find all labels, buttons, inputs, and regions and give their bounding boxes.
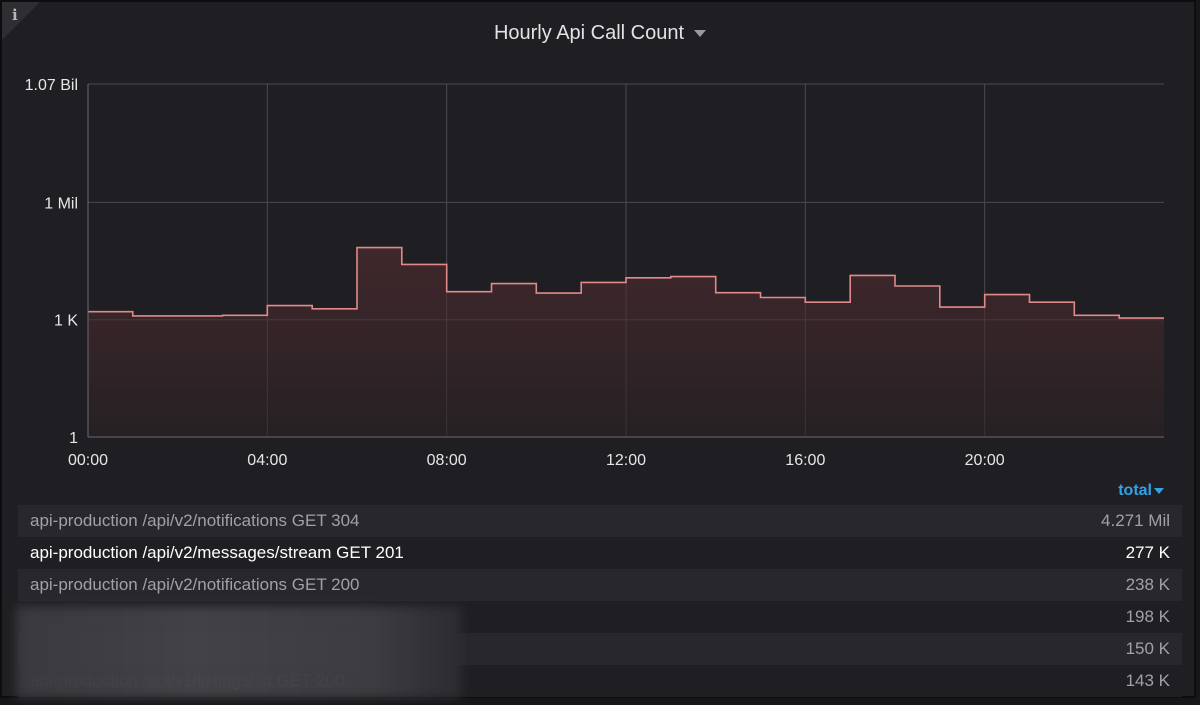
x-tick-label: 16:00	[785, 452, 825, 469]
panel-title-wrap[interactable]: Hourly Api Call Count	[2, 22, 1198, 45]
legend-total-value: 143 K	[1125, 671, 1170, 690]
sort-desc-icon[interactable]	[1154, 487, 1164, 494]
y-tick-label: 1	[69, 430, 78, 447]
legend-row[interactable]: api-production /api/v2/notifications GET…	[18, 569, 1182, 601]
y-tick-label: 1.07 Bil	[25, 77, 78, 94]
y-tick-label: 1 K	[54, 313, 78, 330]
panel-title[interactable]: Hourly Api Call Count	[493, 22, 685, 44]
x-tick-label: 00:00	[68, 452, 108, 469]
legend-total-value: 238 K	[1125, 575, 1170, 594]
legend-total-value: 277 K	[1125, 543, 1170, 562]
info-corner[interactable]	[2, 2, 40, 40]
legend-series-name[interactable]: api-production /api/v2/messages/stream G…	[30, 543, 404, 562]
series-line	[88, 246, 1164, 319]
x-tick-label: 04:00	[247, 452, 287, 469]
info-icon[interactable]: i	[12, 6, 18, 24]
legend-series-name[interactable]: api-production /api/v2/notifications GET…	[30, 575, 360, 594]
legend-total-value: 4.271 Mil	[1101, 511, 1170, 530]
legend-sort-label[interactable]: total	[1118, 482, 1152, 499]
redacted-area	[16, 606, 462, 698]
x-tick-label: 20:00	[965, 452, 1005, 469]
legend-sort-total[interactable]: total	[1118, 482, 1164, 500]
legend-row[interactable]: api-production /api/v2/messages/stream G…	[18, 537, 1182, 569]
caret-down-icon[interactable]	[694, 30, 707, 38]
x-tick-label: 12:00	[606, 452, 646, 469]
x-tick-label: 08:00	[427, 452, 467, 469]
legend-row[interactable]: api-production /api/v2/notifications GET…	[18, 505, 1182, 537]
legend-total-value: 150 K	[1125, 639, 1170, 658]
legend-series-name[interactable]: api-production /api/v2/notifications GET…	[30, 511, 360, 530]
legend-total-value: 198 K	[1125, 607, 1170, 626]
chart-area: 1.07 Bil 1 Mil 1 K 1 00:00 04:00 08:00 12:00 16…	[25, 77, 1164, 469]
y-tick-label: 1 Mil	[44, 195, 78, 212]
